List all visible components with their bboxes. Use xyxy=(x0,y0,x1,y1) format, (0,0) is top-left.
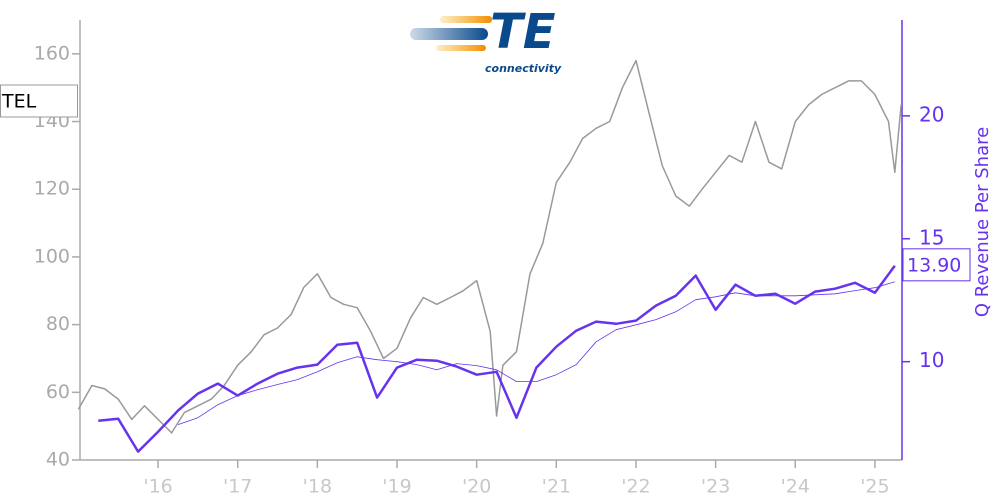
series-line xyxy=(77,59,902,434)
x-tick-label: '17 xyxy=(223,476,252,498)
x-tick-label: '19 xyxy=(382,476,411,498)
logo-tagline: connectivity xyxy=(485,62,562,75)
y-tick-label: 40 xyxy=(46,449,70,471)
last-value-label: 13.90 xyxy=(907,254,961,276)
x-tick-label: '20 xyxy=(462,476,491,498)
y2-tick-label: 10 xyxy=(919,348,944,372)
y-tick-label: 100 xyxy=(34,245,70,267)
y-tick-label: 120 xyxy=(34,178,70,200)
y-tick-label: 80 xyxy=(46,313,70,335)
x-tick-label: '16 xyxy=(143,476,172,498)
logo-stripe xyxy=(436,45,486,51)
logo-mark: TE xyxy=(490,4,556,60)
series-line xyxy=(98,265,896,453)
logo: TE connectivity xyxy=(410,4,562,75)
y-tick-label: 60 xyxy=(46,381,70,403)
y-tick-label: 160 xyxy=(34,42,70,64)
series-line xyxy=(177,281,895,425)
logo-stripe xyxy=(410,28,488,40)
logo-stripe xyxy=(440,16,492,23)
x-tick-label: '22 xyxy=(621,476,650,498)
x-tick-label: '23 xyxy=(701,476,730,498)
y2-tick-label: 15 xyxy=(919,225,944,249)
y2-axis-title: Q Revenue Per Share xyxy=(972,127,993,317)
x-tick-label: '24 xyxy=(781,476,810,498)
x-tick-label: '21 xyxy=(542,476,571,498)
x-tick-label: '25 xyxy=(860,476,889,498)
ticker-box xyxy=(0,84,78,118)
y2-tick-label: 20 xyxy=(919,102,944,126)
last-value-box xyxy=(902,248,971,282)
x-tick-label: '18 xyxy=(303,476,332,498)
ticker: TEL xyxy=(1,91,37,113)
